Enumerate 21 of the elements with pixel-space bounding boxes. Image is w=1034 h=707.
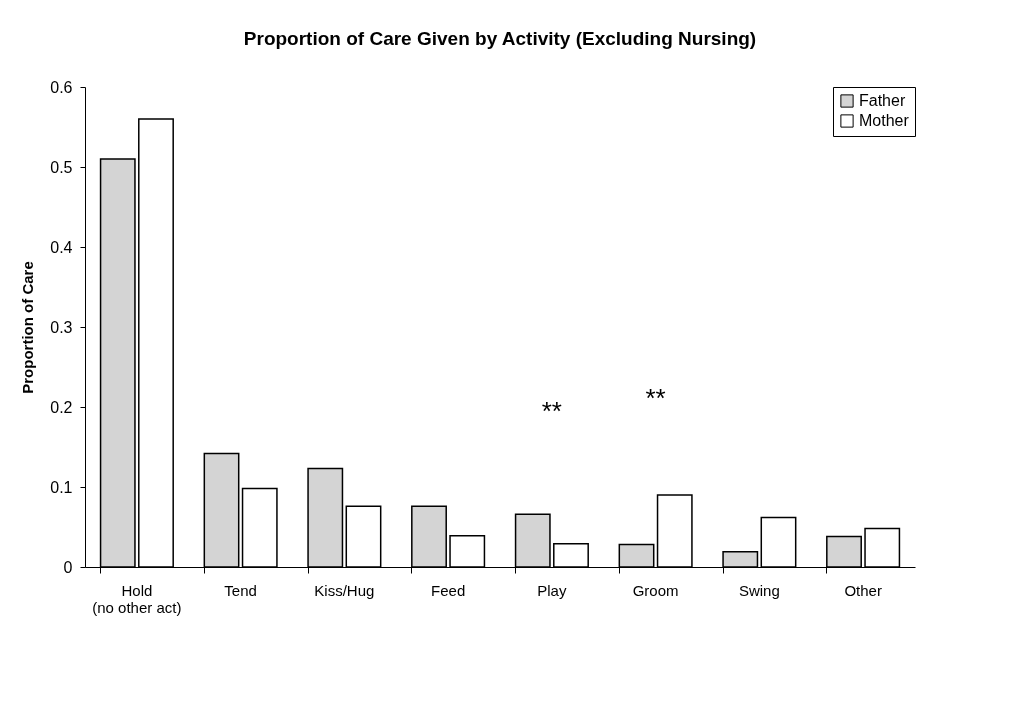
y-axis-title: Proportion of Care xyxy=(19,261,37,394)
y-tick-label: 0.5 xyxy=(50,158,73,176)
legend-label: Mother xyxy=(859,112,910,129)
x-tick-label: Tend xyxy=(224,581,257,599)
y-tick-label: 0.3 xyxy=(50,318,73,336)
annotation: ** xyxy=(645,383,666,413)
x-tick-label: Swing xyxy=(738,581,780,599)
y-tick-label: 0 xyxy=(63,558,73,576)
y-tick-label: 0.2 xyxy=(50,398,73,416)
x-tick-label: Feed xyxy=(431,581,466,599)
y-tick-label: 0.1 xyxy=(50,478,73,496)
x-tick-label: Groom xyxy=(632,581,679,599)
x-tick-label: Other xyxy=(844,581,882,599)
y-tick-label: 0.6 xyxy=(50,78,73,96)
y-tick-label: 0.4 xyxy=(50,238,73,256)
x-tick-label: Play xyxy=(537,581,567,599)
x-tick-label: Kiss/Hug xyxy=(314,581,375,599)
x-tick-label: Hold (no other act) xyxy=(92,581,182,616)
annotation: ** xyxy=(541,396,562,426)
chart-title: Proportion of Care Given by Activity (Excluding Nursing) xyxy=(243,28,757,49)
legend-label: Father xyxy=(859,92,906,109)
